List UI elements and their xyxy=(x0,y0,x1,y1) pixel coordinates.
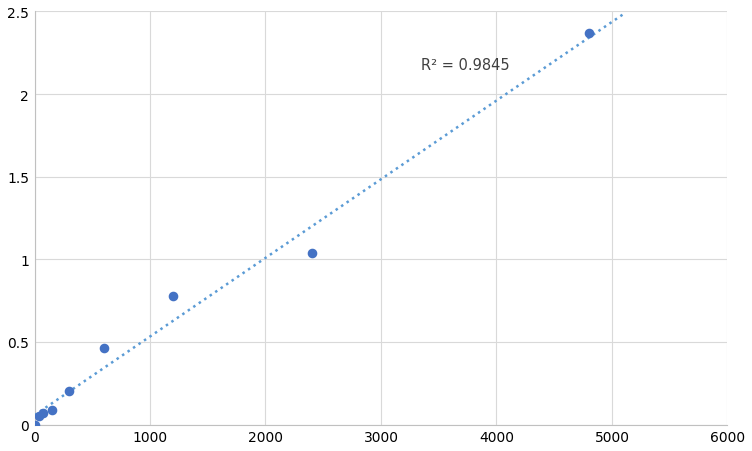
Point xyxy=(46,406,58,413)
Text: R² = 0.9845: R² = 0.9845 xyxy=(421,58,510,73)
Point xyxy=(583,30,595,37)
Point xyxy=(29,421,41,428)
Point xyxy=(37,410,49,417)
Point xyxy=(305,249,317,257)
Point xyxy=(98,345,110,352)
Point xyxy=(33,413,45,420)
Point xyxy=(63,388,75,395)
Point xyxy=(167,292,179,299)
